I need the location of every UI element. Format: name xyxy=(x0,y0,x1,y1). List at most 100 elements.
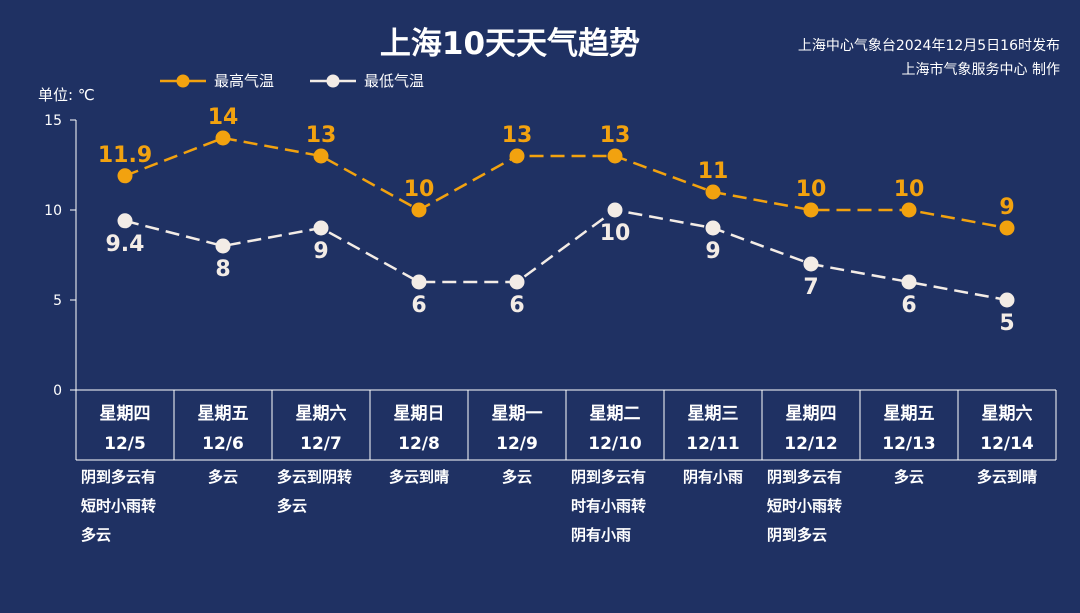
weather-description: 阴到多云有 短时小雨转 多云 xyxy=(81,463,177,550)
weather-description: 多云 xyxy=(175,463,271,492)
issuer-line-1: 上海中心气象台2024年12月5日16时发布 xyxy=(797,38,1060,54)
y-tick-label: 0 xyxy=(53,383,62,399)
data-label-low: 10 xyxy=(600,221,631,246)
data-label-high: 11.9 xyxy=(98,143,152,168)
point-low xyxy=(901,274,917,290)
date-label: 12/9 xyxy=(496,434,538,454)
point-high xyxy=(901,202,917,218)
point-high xyxy=(313,148,329,164)
description-line: 多云到晴 xyxy=(976,468,1037,486)
data-label-low: 6 xyxy=(901,293,916,318)
point-high xyxy=(999,220,1015,236)
date-cell: 星期五 12/13 xyxy=(860,390,958,460)
description-line: 多云到晴 xyxy=(388,468,449,486)
y-tick-label: 15 xyxy=(44,113,62,129)
y-tick-label: 5 xyxy=(53,293,62,309)
point-low xyxy=(999,292,1015,308)
date-cell: 星期五 12/6 xyxy=(174,390,272,460)
weekday-label: 星期五 xyxy=(883,404,935,424)
description-line: 多云 xyxy=(893,468,924,486)
date-label: 12/14 xyxy=(980,434,1034,454)
issuer-info: 上海中心气象台2024年12月5日16时发布 上海市气象服务中心 制作 xyxy=(798,34,1060,82)
description-line: 多云 xyxy=(207,468,238,486)
description-line: 阴到多云有 xyxy=(81,468,157,486)
data-label-high: 9 xyxy=(999,195,1014,220)
point-low xyxy=(215,238,231,254)
unit-label: 单位: ℃ xyxy=(38,86,95,104)
data-label-low: 5 xyxy=(999,311,1014,336)
description-line: 多云到阴转 xyxy=(277,468,353,486)
data-label-high: 10 xyxy=(894,177,925,202)
weather-description: 多云 xyxy=(469,463,565,492)
point-high xyxy=(411,202,427,218)
date-label: 12/11 xyxy=(686,434,740,454)
description-line: 多云 xyxy=(501,468,532,486)
weekday-label: 星期一 xyxy=(491,404,543,424)
legend-low-marker-icon xyxy=(310,74,356,87)
weekday-label: 星期六 xyxy=(295,404,347,424)
legend-item-low: 最低气温 xyxy=(310,70,424,91)
weekday-label: 星期四 xyxy=(99,404,151,424)
description-line: 阴有小雨 xyxy=(571,526,632,544)
point-high xyxy=(215,130,231,146)
description-line: 阴有小雨 xyxy=(682,468,743,486)
y-tick-label: 10 xyxy=(44,203,62,219)
point-low xyxy=(607,202,623,218)
point-high xyxy=(803,202,819,218)
data-label-low: 6 xyxy=(411,293,426,318)
point-high xyxy=(117,168,133,184)
weather-description: 阴到多云有短时小雨转阴到多云 xyxy=(767,463,863,550)
weather-description: 多云 xyxy=(861,463,957,492)
date-cell: 星期三 12/11 xyxy=(664,390,762,460)
description-line: 短时小雨转 xyxy=(81,497,157,515)
date-cell: 星期日 12/8 xyxy=(370,390,468,460)
description-line: 阴到多云 xyxy=(767,526,828,544)
data-label-high: 14 xyxy=(208,105,239,130)
date-label: 12/6 xyxy=(202,434,244,454)
weekday-label: 星期三 xyxy=(687,404,739,424)
date-cell: 星期二 12/10 xyxy=(566,390,664,460)
date-label: 12/5 xyxy=(104,434,146,454)
weekday-label: 星期二 xyxy=(589,404,641,424)
date-label: 12/12 xyxy=(784,434,838,454)
data-label-low: 9 xyxy=(313,239,328,264)
issuer-line-2: 上海市气象服务中心 制作 xyxy=(901,62,1060,78)
weekday-label: 星期日 xyxy=(393,404,445,424)
description-line: 短时小雨转 xyxy=(767,497,843,515)
point-low xyxy=(803,256,819,272)
data-label-low: 6 xyxy=(509,293,524,318)
point-high xyxy=(705,184,721,200)
date-cell: 星期四 12/5 xyxy=(76,390,174,460)
data-label-high: 13 xyxy=(600,123,631,148)
data-label-low: 9.4 xyxy=(106,232,145,257)
description-line: 阴到多云有 xyxy=(571,468,647,486)
date-label: 12/10 xyxy=(588,434,642,454)
point-low xyxy=(509,274,525,290)
date-label: 12/8 xyxy=(398,434,440,454)
legend-item-high: 最高气温 xyxy=(160,70,274,91)
point-low xyxy=(117,213,133,229)
weekday-label: 星期六 xyxy=(981,404,1033,424)
date-label: 12/13 xyxy=(882,434,936,454)
date-cell: 星期六 12/14 xyxy=(958,390,1056,460)
description-line: 阴到多云有 xyxy=(767,468,843,486)
data-label-high: 13 xyxy=(306,123,337,148)
series-high-line xyxy=(124,136,1008,230)
date-label: 12/7 xyxy=(300,434,342,454)
data-label-low: 7 xyxy=(803,275,818,300)
data-label-high: 13 xyxy=(502,123,533,148)
description-line: 时有小雨转 xyxy=(571,497,647,515)
data-label-low: 8 xyxy=(215,257,230,282)
data-label-high: 11 xyxy=(698,159,729,184)
point-low xyxy=(411,274,427,290)
weather-description: 多云到晴 xyxy=(959,463,1055,492)
point-high xyxy=(607,148,623,164)
date-cell: 星期一 12/9 xyxy=(468,390,566,460)
chart-title: 上海10天天气趋势 xyxy=(379,26,641,62)
point-high xyxy=(509,148,525,164)
point-low xyxy=(705,220,721,236)
weekday-label: 星期五 xyxy=(197,404,249,424)
data-label-high: 10 xyxy=(404,177,435,202)
legend-high-label: 最高气温 xyxy=(214,72,275,90)
